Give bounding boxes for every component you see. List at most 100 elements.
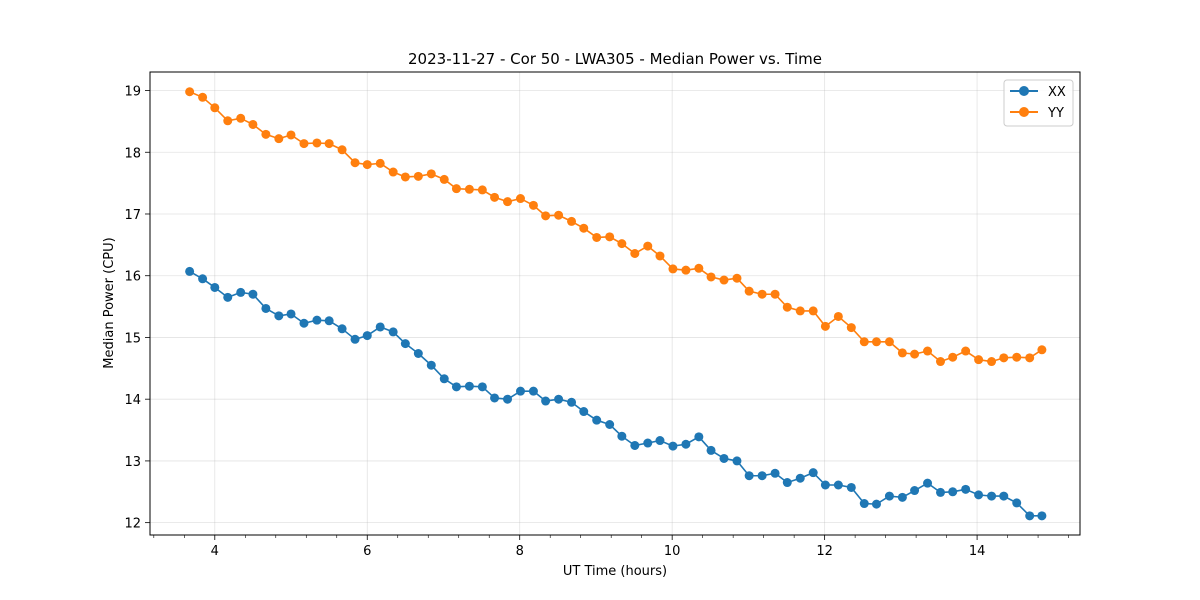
series-layer — [185, 87, 1047, 521]
data-point-yy — [706, 272, 716, 282]
data-point-xx — [515, 386, 525, 396]
data-point-yy — [643, 241, 653, 251]
data-point-xx — [871, 499, 881, 509]
data-point-xx — [961, 484, 971, 494]
data-point-yy — [198, 92, 208, 102]
data-point-xx — [884, 491, 894, 501]
data-point-yy — [223, 116, 233, 126]
data-point-yy — [1025, 353, 1035, 363]
data-point-xx — [897, 492, 907, 502]
data-point-yy — [732, 273, 742, 283]
data-point-xx — [592, 415, 602, 425]
data-point-xx — [567, 397, 577, 407]
data-point-xx — [439, 374, 449, 384]
data-point-yy — [375, 158, 385, 168]
y-axis-label: Median Power (CPU) — [102, 237, 117, 368]
data-point-yy — [541, 211, 551, 221]
data-point-xx — [236, 287, 246, 297]
y-tick-label: 19 — [124, 85, 141, 100]
data-point-yy — [477, 185, 487, 195]
data-point-yy — [808, 306, 818, 316]
data-point-xx — [910, 486, 920, 496]
data-point-xx — [185, 266, 195, 276]
data-point-xx — [643, 438, 653, 448]
data-point-yy — [974, 355, 984, 365]
data-point-yy — [185, 87, 195, 97]
data-point-xx — [388, 327, 398, 337]
data-point-yy — [490, 192, 500, 202]
data-point-xx — [936, 487, 945, 497]
data-point-yy — [936, 357, 945, 367]
y-tick-label: 15 — [124, 331, 141, 346]
data-point-xx — [999, 491, 1009, 501]
data-point-yy — [286, 130, 296, 140]
data-point-xx — [337, 324, 347, 334]
data-point-xx — [464, 381, 474, 391]
data-point-xx — [312, 315, 322, 325]
data-point-xx — [413, 349, 423, 358]
data-point-yy — [515, 194, 525, 204]
data-point-yy — [719, 275, 729, 285]
data-point-xx — [770, 468, 780, 478]
data-point-yy — [795, 306, 805, 316]
data-point-yy — [1037, 345, 1047, 355]
data-point-xx — [198, 274, 208, 284]
y-tick-label: 13 — [124, 455, 141, 470]
data-point-yy — [668, 264, 678, 274]
data-point-xx — [719, 453, 729, 463]
data-point-yy — [592, 232, 602, 242]
series-yy — [185, 87, 1047, 367]
data-point-xx — [859, 499, 869, 509]
data-point-yy — [362, 160, 372, 170]
data-point-yy — [859, 337, 869, 347]
data-point-xx — [974, 490, 984, 500]
data-point-xx — [261, 303, 271, 313]
data-point-xx — [808, 468, 818, 478]
data-point-xx — [210, 282, 220, 292]
data-point-yy — [261, 129, 271, 139]
data-point-yy — [782, 302, 792, 312]
data-point-yy — [554, 210, 564, 220]
data-point-xx — [579, 407, 589, 417]
data-point-xx — [324, 316, 334, 326]
data-point-xx — [350, 334, 360, 344]
data-point-xx — [782, 478, 792, 488]
data-point-yy — [579, 223, 589, 233]
data-point-xx — [846, 482, 856, 492]
data-point-xx — [1037, 511, 1047, 521]
y-tick-label: 17 — [124, 208, 141, 223]
series-xx — [185, 266, 1047, 521]
data-point-yy — [451, 184, 461, 194]
data-point-xx — [694, 432, 704, 442]
data-point-xx — [744, 471, 754, 481]
data-point-yy — [910, 349, 920, 359]
data-point-yy — [337, 145, 347, 155]
data-point-yy — [236, 113, 246, 123]
data-point-xx — [541, 396, 551, 406]
data-point-yy — [833, 311, 843, 321]
data-point-yy — [503, 197, 513, 207]
data-point-yy — [681, 265, 691, 275]
data-point-xx — [757, 471, 767, 481]
data-point-xx — [274, 311, 284, 321]
data-point-yy — [439, 174, 449, 184]
x-tick-label: 12 — [816, 544, 833, 559]
data-point-yy — [528, 200, 538, 210]
data-point-xx — [668, 441, 678, 451]
data-point-yy — [846, 323, 856, 333]
data-point-xx — [477, 382, 487, 392]
data-point-yy — [350, 158, 360, 168]
legend-label-xx: XX — [1048, 85, 1066, 100]
data-point-yy — [923, 346, 933, 356]
data-point-xx — [987, 491, 997, 501]
y-tick-label: 14 — [124, 393, 141, 408]
data-point-xx — [554, 394, 564, 404]
data-point-yy — [897, 348, 907, 358]
data-point-yy — [999, 353, 1009, 363]
data-point-xx — [833, 480, 843, 490]
data-point-xx — [605, 420, 615, 429]
data-point-xx — [223, 292, 233, 302]
legend-label-yy: YY — [1047, 106, 1064, 121]
x-tick-label: 8 — [516, 544, 524, 559]
